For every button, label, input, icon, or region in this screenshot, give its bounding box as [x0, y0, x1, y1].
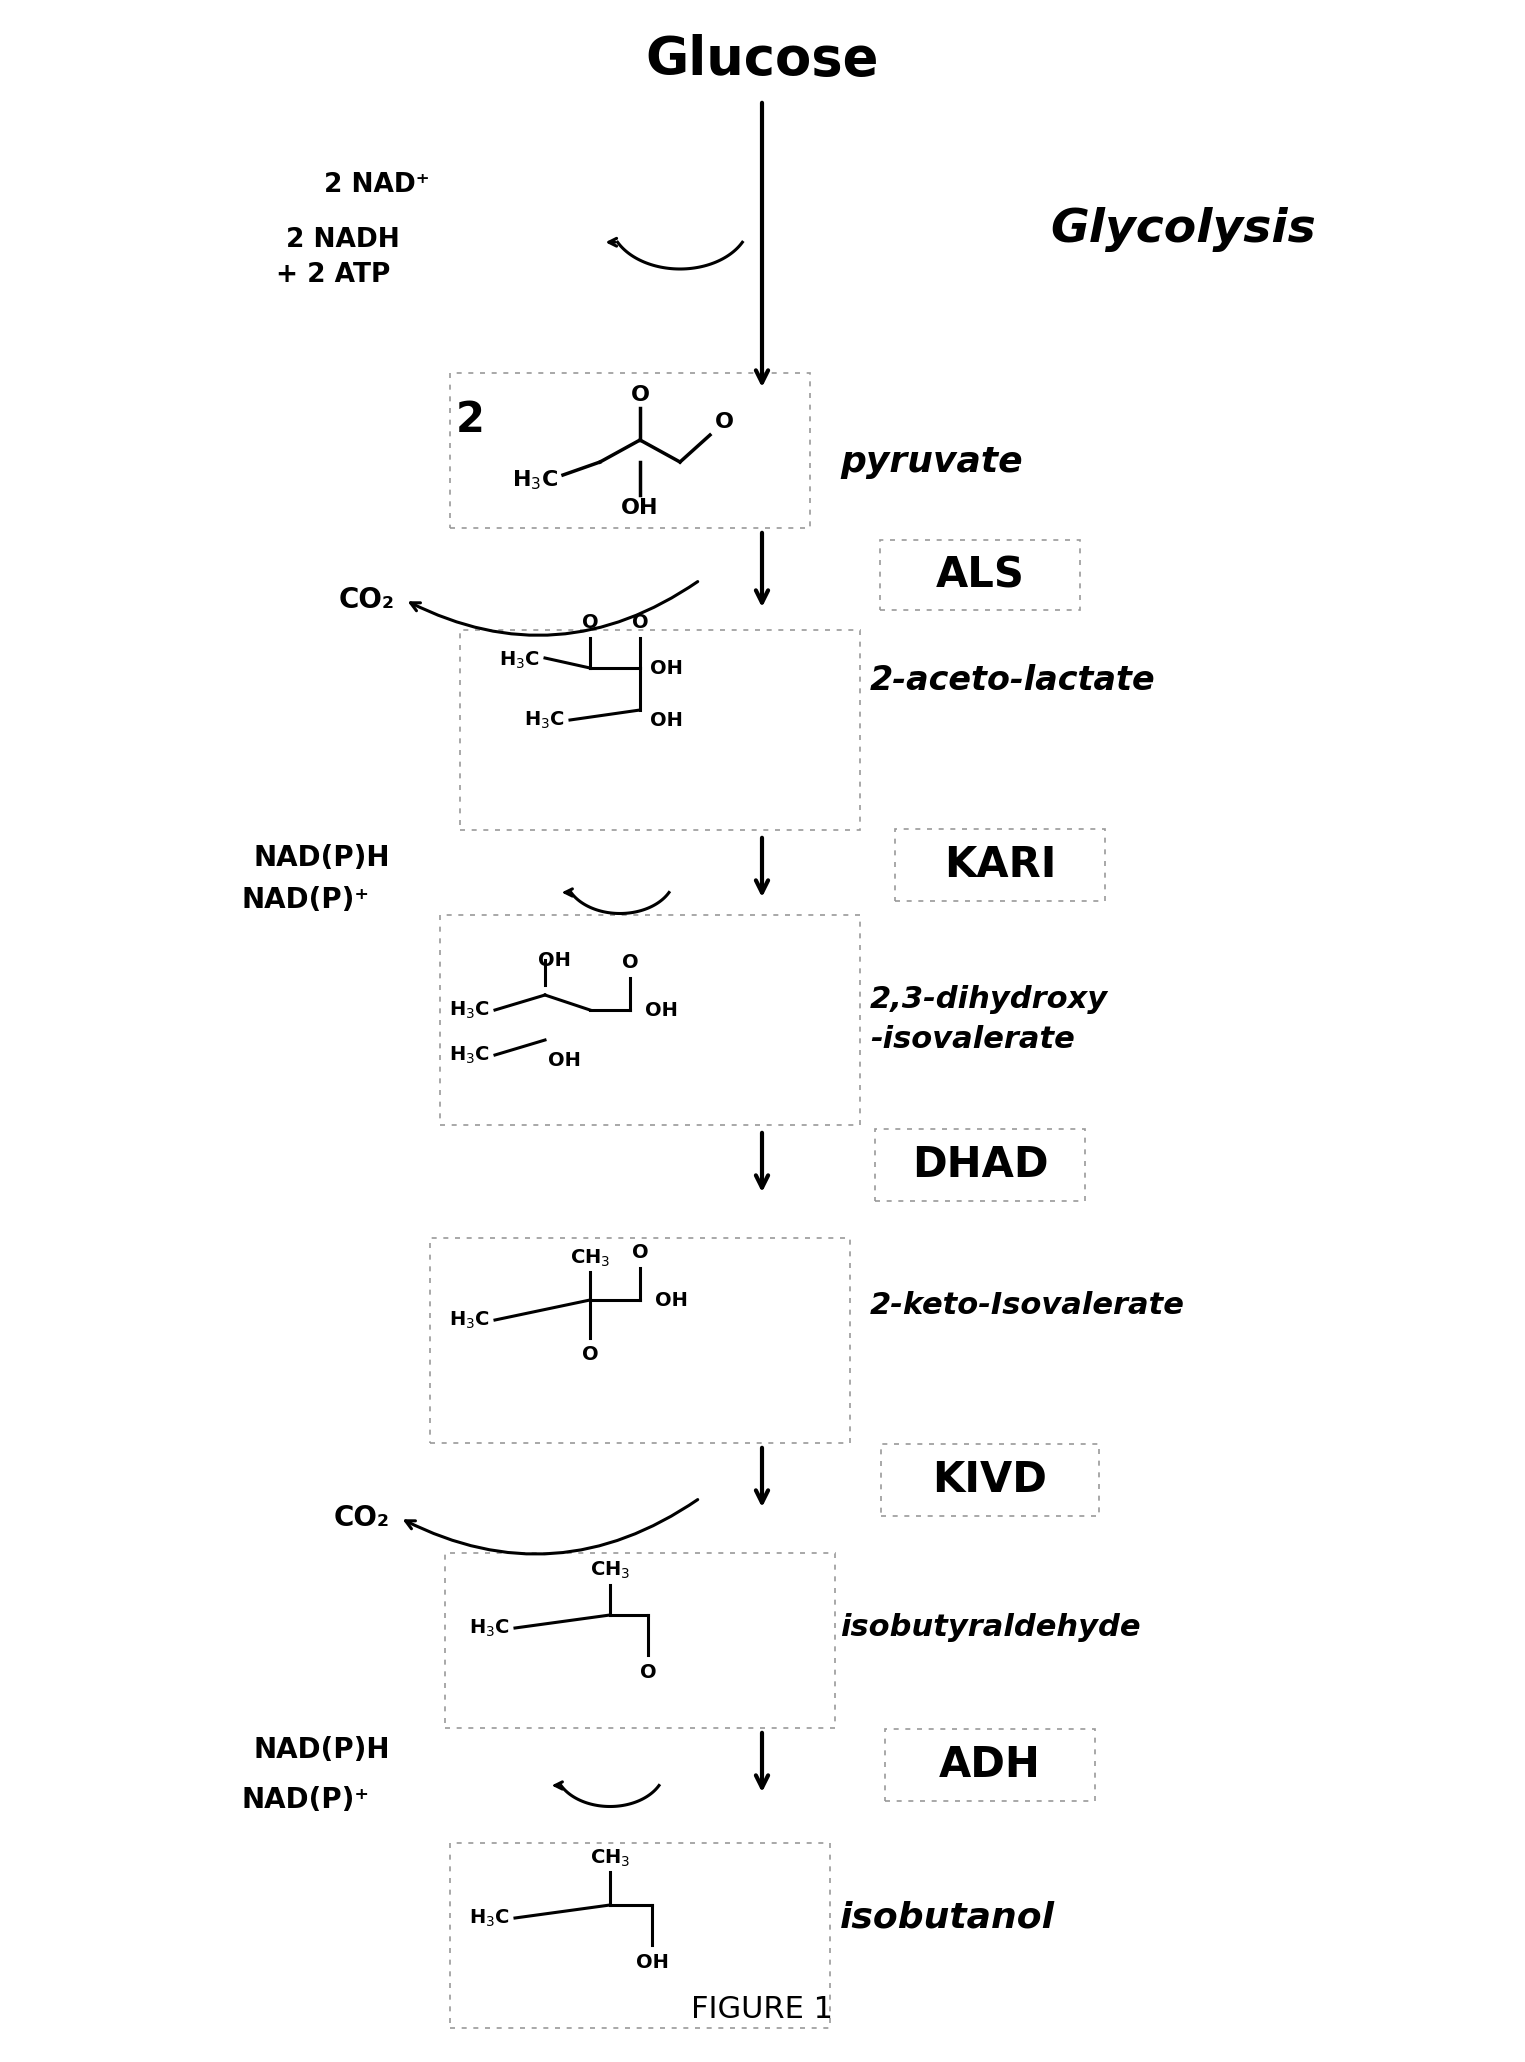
Text: H$_3$C: H$_3$C	[450, 1000, 490, 1021]
Text: H$_3$C: H$_3$C	[499, 650, 540, 670]
Text: O: O	[639, 1662, 656, 1681]
Bar	[884, 1730, 1095, 1800]
Text: FIGURE 1: FIGURE 1	[691, 1996, 833, 2025]
Bar	[895, 829, 1106, 901]
Text: O: O	[581, 1346, 598, 1365]
Text: pyruvate: pyruvate	[840, 445, 1023, 478]
Text: H$_3$C: H$_3$C	[525, 709, 564, 730]
Text: KIVD: KIVD	[933, 1460, 1048, 1501]
Text: 2-aceto-lactate: 2-aceto-lactate	[869, 664, 1156, 697]
Bar	[441, 916, 860, 1126]
Bar	[875, 1130, 1084, 1200]
Text: CO₂: CO₂	[334, 1503, 390, 1532]
Text: H$_3$C: H$_3$C	[450, 1309, 490, 1330]
Text: OH: OH	[538, 951, 570, 969]
Text: O: O	[715, 412, 734, 433]
Text: isobutanol: isobutanol	[840, 1901, 1055, 1934]
Text: OH: OH	[636, 1953, 668, 1973]
Bar	[445, 1553, 836, 1728]
Text: OH: OH	[656, 1291, 688, 1309]
Text: isobutyraldehyde: isobutyraldehyde	[840, 1612, 1141, 1643]
Text: OH: OH	[547, 1050, 581, 1070]
Text: NAD(P)⁺: NAD(P)⁺	[242, 887, 371, 913]
Text: H$_3$C: H$_3$C	[512, 468, 558, 493]
Text: 2 NAD⁺: 2 NAD⁺	[325, 171, 430, 198]
Text: 2 NADH: 2 NADH	[287, 227, 400, 254]
Bar	[450, 1843, 830, 2027]
Text: CO₂: CO₂	[339, 586, 395, 614]
Text: Glycolysis: Glycolysis	[1051, 208, 1316, 252]
Text: 2: 2	[456, 400, 485, 441]
Text: NAD(P)⁺: NAD(P)⁺	[242, 1786, 371, 1815]
Bar	[430, 1237, 849, 1443]
Text: -isovalerate: -isovalerate	[869, 1025, 1075, 1054]
Text: ADH: ADH	[939, 1744, 1042, 1786]
Text: H$_3$C: H$_3$C	[450, 1043, 490, 1066]
Text: H$_3$C: H$_3$C	[470, 1907, 509, 1928]
Text: CH$_3$: CH$_3$	[590, 1559, 630, 1582]
Text: 2-keto-Isovalerate: 2-keto-Isovalerate	[869, 1291, 1185, 1320]
Text: H$_3$C: H$_3$C	[470, 1617, 509, 1639]
Text: CH$_3$: CH$_3$	[570, 1248, 610, 1268]
Text: NAD(P)H: NAD(P)H	[253, 1736, 390, 1763]
Text: OH: OH	[645, 1000, 679, 1019]
Bar	[461, 631, 860, 831]
Text: OH: OH	[650, 711, 683, 730]
Bar	[881, 1443, 1100, 1516]
Text: DHAD: DHAD	[912, 1144, 1048, 1186]
Text: O: O	[622, 953, 639, 973]
Bar	[450, 373, 810, 528]
Text: + 2 ATP: + 2 ATP	[276, 262, 390, 289]
Text: OH: OH	[621, 499, 659, 518]
Text: 2,3-dihydroxy: 2,3-dihydroxy	[869, 986, 1109, 1015]
Text: O: O	[631, 612, 648, 631]
Bar	[880, 540, 1080, 610]
Text: CH$_3$: CH$_3$	[590, 1848, 630, 1868]
Text: KARI: KARI	[944, 843, 1057, 887]
Text: O: O	[581, 612, 598, 631]
Text: NAD(P)H: NAD(P)H	[253, 843, 390, 872]
Text: ALS: ALS	[935, 555, 1025, 596]
Text: OH: OH	[650, 658, 683, 678]
Text: Glucose: Glucose	[645, 33, 878, 87]
Text: O: O	[630, 386, 650, 404]
Text: O: O	[631, 1243, 648, 1262]
